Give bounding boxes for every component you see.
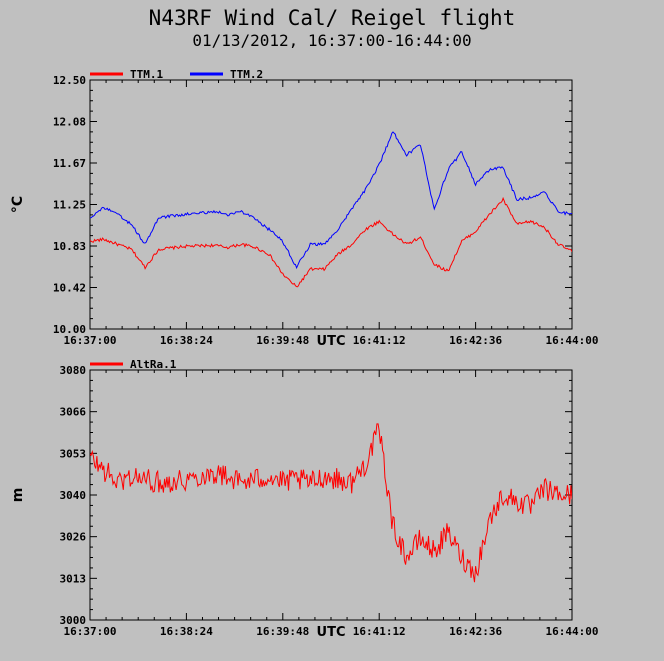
y-tick-label: 3080 — [60, 364, 87, 377]
series-line-TTM.2 — [90, 131, 572, 270]
y-tick-label: 12.50 — [53, 74, 86, 87]
y-tick-label: 3066 — [60, 406, 87, 419]
y-tick-label: 10.83 — [53, 240, 86, 253]
panel-2: 3000 3013 3026 3040 3053 3066 3080 16:37:00 16:3… — [10, 358, 598, 640]
plot-frame — [89, 79, 573, 330]
x-tick-label: 16:38:24 — [160, 625, 213, 638]
x-tick-label: 16:44:00 — [546, 625, 599, 638]
x-tick-label: 16:44:00 — [546, 334, 599, 347]
x-tick-label: 16:37:00 — [64, 625, 117, 638]
y-tick-label: 11.67 — [53, 157, 86, 170]
chart-subtitle: 01/13/2012, 16:37:00-16:44:00 — [192, 31, 471, 50]
x-tick-label: 16:41:12 — [353, 334, 406, 347]
y-tick-label: 3040 — [60, 489, 87, 502]
y-tick-label: 10.00 — [53, 323, 86, 336]
series-line-TTM.1 — [90, 196, 572, 288]
x-axis-unit: UTC — [317, 334, 346, 349]
x-tick-label: 16:42:36 — [449, 625, 502, 638]
x-tick-label: 16:42:36 — [449, 334, 502, 347]
x-tick-label: 16:41:12 — [353, 625, 406, 638]
legend-label: TTM.2 — [230, 68, 263, 81]
x-tick-label: 16:39:48 — [256, 625, 309, 638]
y-tick-label: 3026 — [60, 531, 87, 544]
y-tick-label: 3000 — [60, 614, 87, 627]
y-tick-label: 3053 — [60, 447, 87, 460]
y-tick-label: 12.08 — [53, 116, 86, 129]
legend-label: TTM.1 — [130, 68, 163, 81]
plot-panels: 10.00 10.42 10.83 11.25 11.67 12.08 12.50 16:37… — [10, 68, 598, 640]
x-tick-label: 16:39:48 — [256, 334, 309, 347]
legend-label: AltRa.1 — [130, 358, 177, 371]
series-line-AltRa.1 — [90, 423, 572, 583]
y-tick-label: 3013 — [60, 572, 87, 585]
y-tick-label: 11.25 — [53, 199, 86, 212]
chart-title: N43RF Wind Cal/ Reigel flight — [149, 6, 516, 30]
panel-1: 10.00 10.42 10.83 11.25 11.67 12.08 12.50 16:37… — [10, 68, 598, 349]
y-tick-label: 10.42 — [53, 282, 86, 295]
x-tick-label: 16:37:00 — [64, 334, 117, 347]
x-axis-unit: UTC — [317, 625, 346, 640]
y-axis-label: °C — [10, 196, 26, 213]
x-tick-label: 16:38:24 — [160, 334, 213, 347]
y-axis-label: m — [10, 488, 26, 503]
